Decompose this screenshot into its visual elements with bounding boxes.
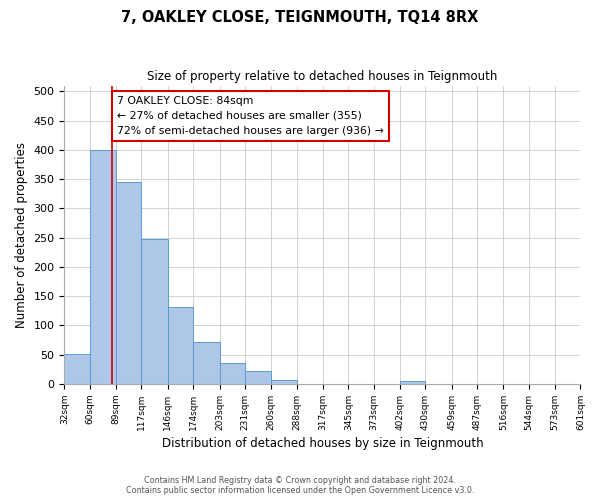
Bar <box>400 381 425 384</box>
Bar <box>64 354 90 384</box>
Text: 7 OAKLEY CLOSE: 84sqm
← 27% of detached houses are smaller (355)
72% of semi-det: 7 OAKLEY CLOSE: 84sqm ← 27% of detached … <box>117 96 384 136</box>
Bar <box>580 382 600 384</box>
Bar <box>116 182 142 384</box>
Bar <box>142 240 168 384</box>
Bar <box>271 380 296 384</box>
Bar <box>168 308 193 384</box>
Text: 7, OAKLEY CLOSE, TEIGNMOUTH, TQ14 8RX: 7, OAKLEY CLOSE, TEIGNMOUTH, TQ14 8RX <box>121 10 479 25</box>
Text: Contains HM Land Registry data © Crown copyright and database right 2024.
Contai: Contains HM Land Registry data © Crown c… <box>126 476 474 495</box>
Y-axis label: Number of detached properties: Number of detached properties <box>15 142 28 328</box>
Bar <box>90 150 116 384</box>
Bar <box>245 371 271 384</box>
Title: Size of property relative to detached houses in Teignmouth: Size of property relative to detached ho… <box>147 70 497 83</box>
Bar <box>193 342 220 384</box>
X-axis label: Distribution of detached houses by size in Teignmouth: Distribution of detached houses by size … <box>161 437 483 450</box>
Bar <box>220 364 245 384</box>
